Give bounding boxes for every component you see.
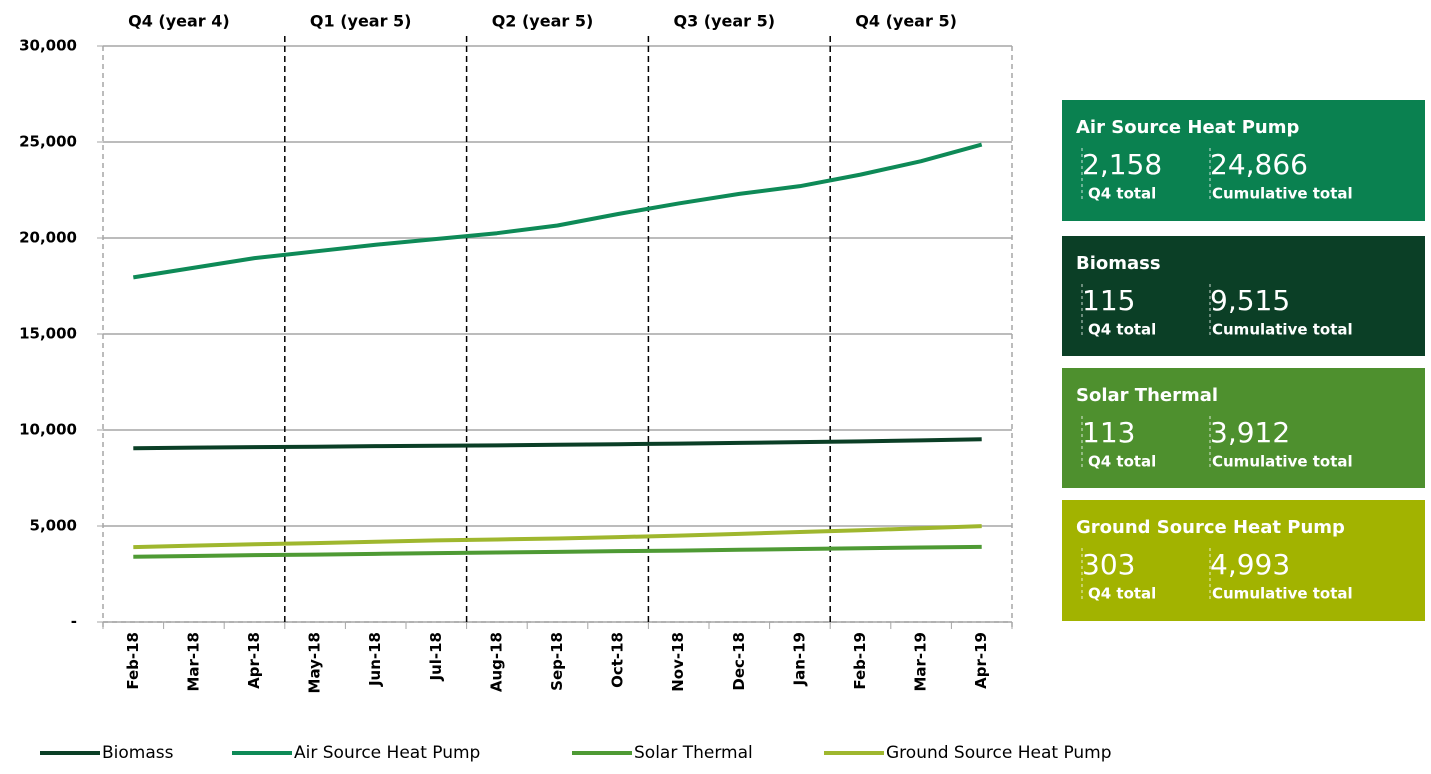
cumulative-label: Cumulative total [1212, 185, 1353, 203]
y-tick-label: 30,000 [19, 37, 77, 55]
x-tick-label: Jul-18 [427, 632, 445, 682]
cumulative-label: Cumulative total [1212, 321, 1353, 339]
info-card: Biomass 115 Q4 total 9,515 Cumulative total [1062, 236, 1425, 356]
info-card: Solar Thermal 113 Q4 total 3,912 Cumulative … [1062, 368, 1425, 488]
cumulative-label: Cumulative total [1212, 585, 1353, 603]
y-tick-label: 20,000 [19, 229, 77, 247]
info-card: Air Source Heat Pump 2,158 Q4 total 24,866 C… [1062, 100, 1425, 221]
legend-label: Biomass [102, 743, 174, 763]
cumulative-total: 24,866 [1210, 148, 1308, 181]
cumulative-label: Cumulative total [1212, 453, 1353, 471]
card-title: Ground Source Heat Pump [1076, 517, 1345, 538]
x-tick-label: May-18 [306, 632, 324, 693]
legend-label: Air Source Heat Pump [294, 743, 480, 763]
y-tick-label: 5,000 [30, 517, 77, 535]
series-line [132, 142, 983, 280]
card-title: Air Source Heat Pump [1076, 117, 1299, 138]
q4-total: 113 [1082, 416, 1135, 449]
series-line [133, 524, 982, 550]
quarter-label: Q2 (year 5) [492, 12, 594, 31]
quarter-label: Q1 (year 5) [310, 12, 412, 31]
x-tick-label: Apr-18 [245, 632, 263, 689]
x-tick-label: Jan-19 [790, 632, 808, 686]
y-tick-label: - [71, 613, 77, 631]
x-tick-label: Aug-18 [487, 632, 505, 692]
card-bg [1062, 500, 1425, 621]
series-line [133, 437, 982, 451]
card-bg [1062, 100, 1425, 221]
series-line [133, 544, 982, 559]
q4-total: 115 [1082, 284, 1135, 317]
q4-label: Q4 total [1088, 453, 1156, 471]
q4-total: 303 [1082, 548, 1135, 581]
x-tick-label: Mar-18 [184, 632, 202, 692]
q4-total: 2,158 [1082, 148, 1162, 181]
x-tick-label: Apr-19 [972, 632, 990, 689]
q4-label: Q4 total [1088, 585, 1156, 603]
x-tick-label: Sep-18 [548, 632, 566, 691]
cumulative-total: 3,912 [1210, 416, 1290, 449]
card-title: Solar Thermal [1076, 385, 1218, 406]
x-tick-label: Dec-18 [730, 632, 748, 691]
info-card: Ground Source Heat Pump 303 Q4 total 4,993 C… [1062, 500, 1425, 621]
cumulative-total: 9,515 [1210, 284, 1290, 317]
y-tick-label: 25,000 [19, 133, 77, 151]
legend-label: Ground Source Heat Pump [886, 743, 1112, 763]
cumulative-total: 4,993 [1210, 548, 1290, 581]
x-tick-label: Feb-19 [851, 632, 869, 690]
x-tick-label: Oct-18 [609, 632, 627, 688]
quarter-label: Q3 (year 5) [673, 12, 775, 31]
y-tick-label: 15,000 [19, 325, 77, 343]
x-tick-label: Jun-18 [366, 632, 384, 687]
card-bg [1062, 236, 1425, 356]
card-bg [1062, 368, 1425, 488]
quarter-label: Q4 (year 5) [855, 12, 957, 31]
quarter-label: Q4 (year 4) [128, 12, 230, 31]
card-title: Biomass [1076, 253, 1161, 274]
x-tick-label: Feb-18 [124, 632, 142, 690]
y-tick-label: 10,000 [19, 421, 77, 439]
x-tick-label: Mar-19 [912, 632, 930, 692]
q4-label: Q4 total [1088, 321, 1156, 339]
legend-label: Solar Thermal [634, 743, 753, 763]
q4-label: Q4 total [1088, 185, 1156, 203]
x-tick-label: Nov-18 [669, 632, 687, 692]
